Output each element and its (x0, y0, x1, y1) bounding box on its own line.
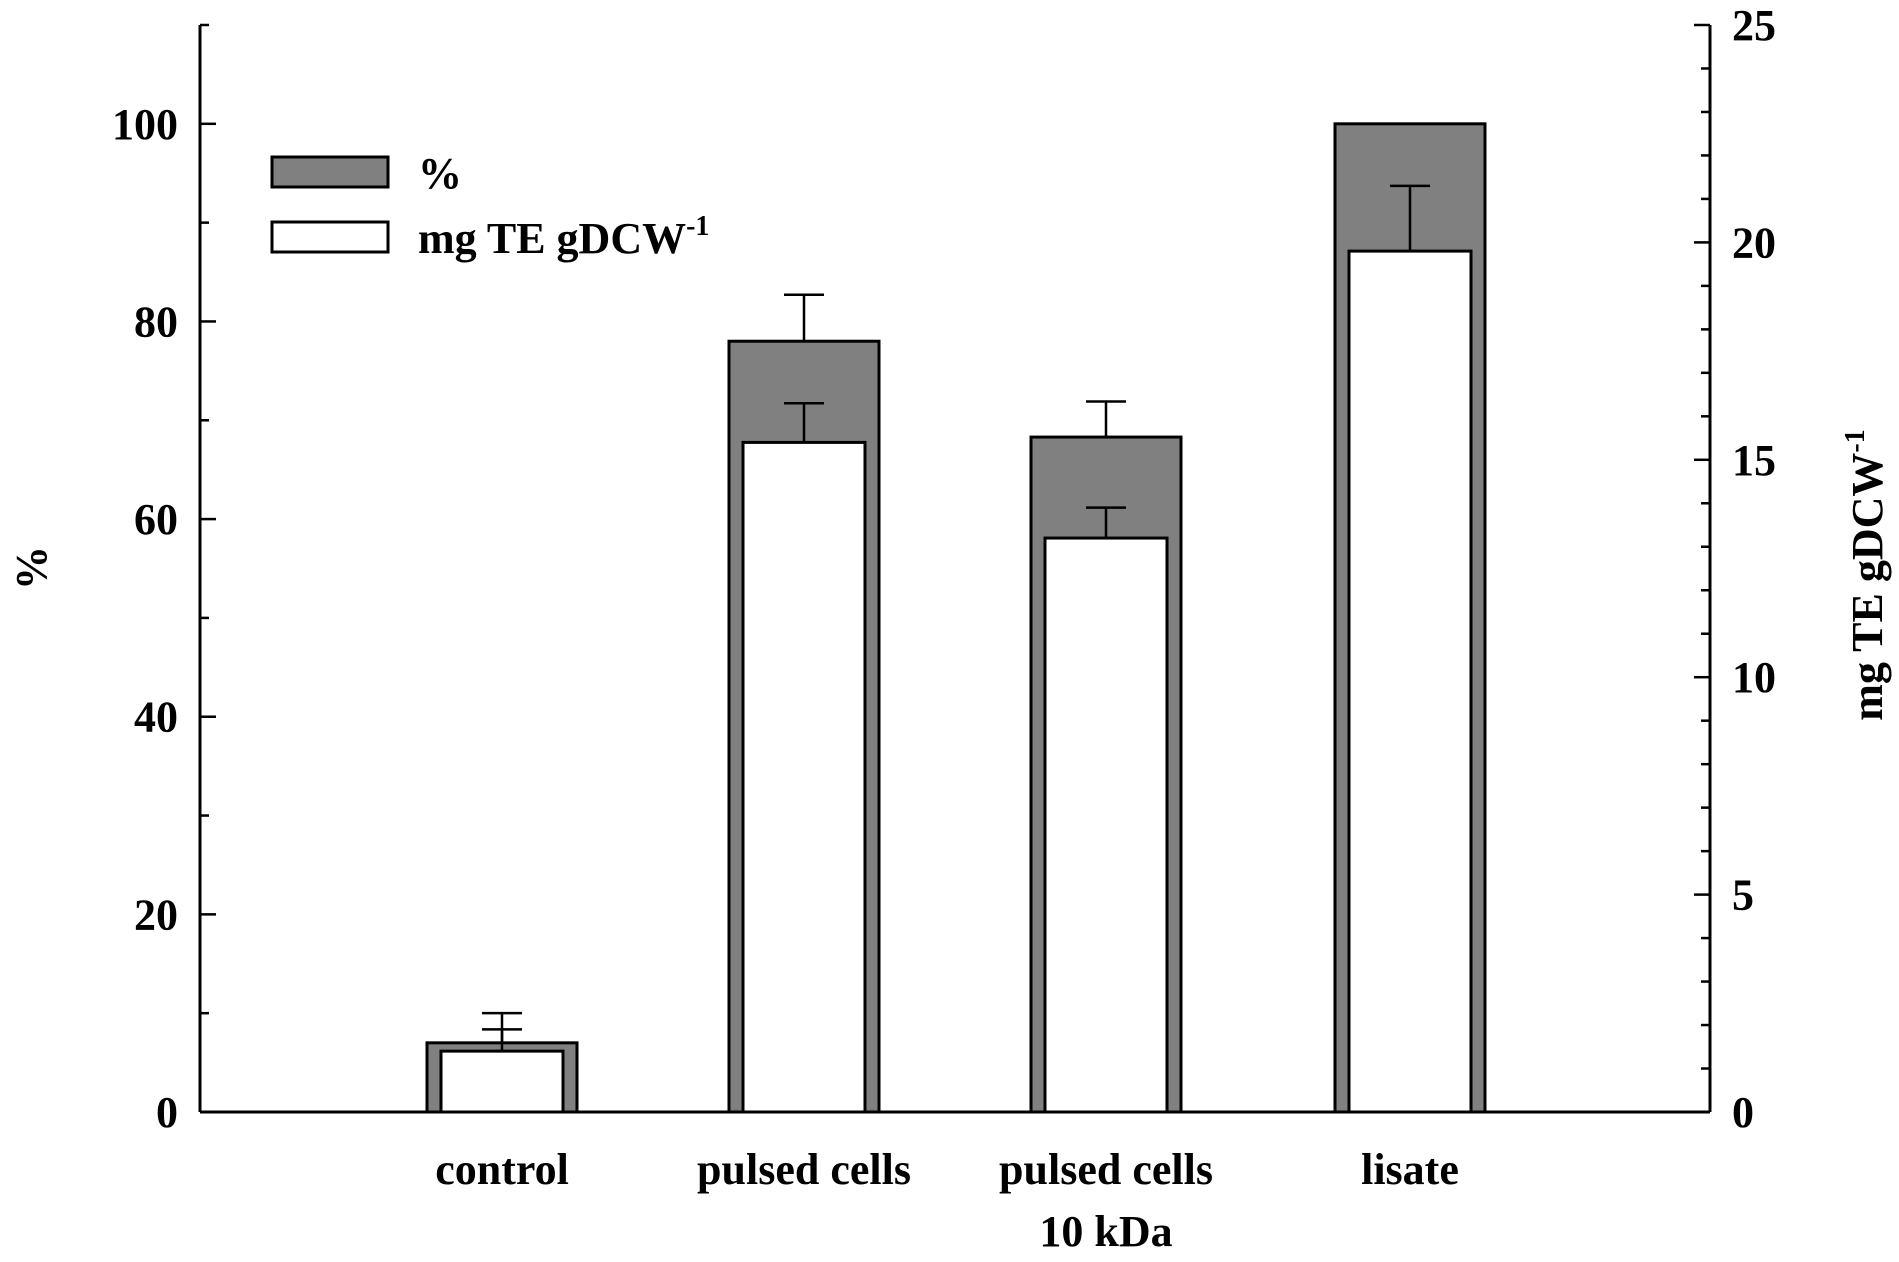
legend-label-1: mg TE gDCW-1 (418, 211, 709, 263)
category-label-1: pulsed cells (697, 1145, 911, 1194)
legend-swatch-1 (270, 220, 390, 254)
category-label-2: 10 kDa (1039, 1207, 1172, 1256)
right-tick-label: 15 (1732, 436, 1776, 485)
error-bar-primary-1 (784, 293, 824, 342)
legend-entry-0: % (270, 149, 462, 198)
category-label-3: lisate (1361, 1145, 1459, 1194)
category-label-0: control (435, 1145, 569, 1194)
bar-secondary-1 (741, 440, 867, 1114)
bar-secondary-3 (1347, 249, 1473, 1114)
bar-secondary-2 (1043, 536, 1169, 1114)
error-bar-secondary-3 (1390, 184, 1430, 252)
category-label-2: pulsed cells (999, 1145, 1213, 1194)
bars-primary-series (425, 122, 1487, 1114)
bars-secondary-series (439, 249, 1473, 1114)
left-tick-label: 80 (134, 297, 178, 346)
right-tick-label: 5 (1732, 871, 1754, 920)
legend-swatch-0 (270, 155, 390, 189)
axis-titles: % mg TE gDCW-1 (7, 429, 1892, 720)
error-bar-secondary-0 (482, 1028, 522, 1052)
error-bar-secondary-2 (1086, 506, 1126, 539)
left-axis-ticks: 0 20 40 60 80 100 (112, 23, 216, 1137)
error-bar-primary-2 (1086, 400, 1126, 438)
legend-entry-1: mg TE gDCW-1 (270, 211, 709, 263)
error-bars (482, 184, 1430, 1052)
axes (198, 25, 1712, 1114)
right-tick-label: 25 (1732, 1, 1776, 50)
right-axis-ticks: 0 5 10 15 20 25 (1694, 1, 1776, 1137)
left-tick-label: 60 (134, 495, 178, 544)
left-tick-label: 100 (112, 100, 178, 149)
right-tick-label: 0 (1732, 1088, 1754, 1137)
left-tick-label: 40 (134, 693, 178, 742)
legend: % mg TE gDCW-1 (270, 149, 709, 263)
error-bar-secondary-1 (784, 402, 824, 443)
bar-secondary-0 (439, 1049, 565, 1114)
right-axis-title: mg TE gDCW-1 (1840, 429, 1892, 720)
legend-label-0: % (418, 149, 462, 198)
left-tick-label: 0 (156, 1088, 178, 1137)
right-tick-label: 20 (1732, 218, 1776, 267)
left-tick-label: 20 (134, 890, 178, 939)
right-tick-label: 10 (1732, 653, 1776, 702)
category-labels: control pulsed cells pulsed cells 10 kDa lis… (435, 1145, 1459, 1256)
left-axis-title: % (7, 546, 56, 590)
